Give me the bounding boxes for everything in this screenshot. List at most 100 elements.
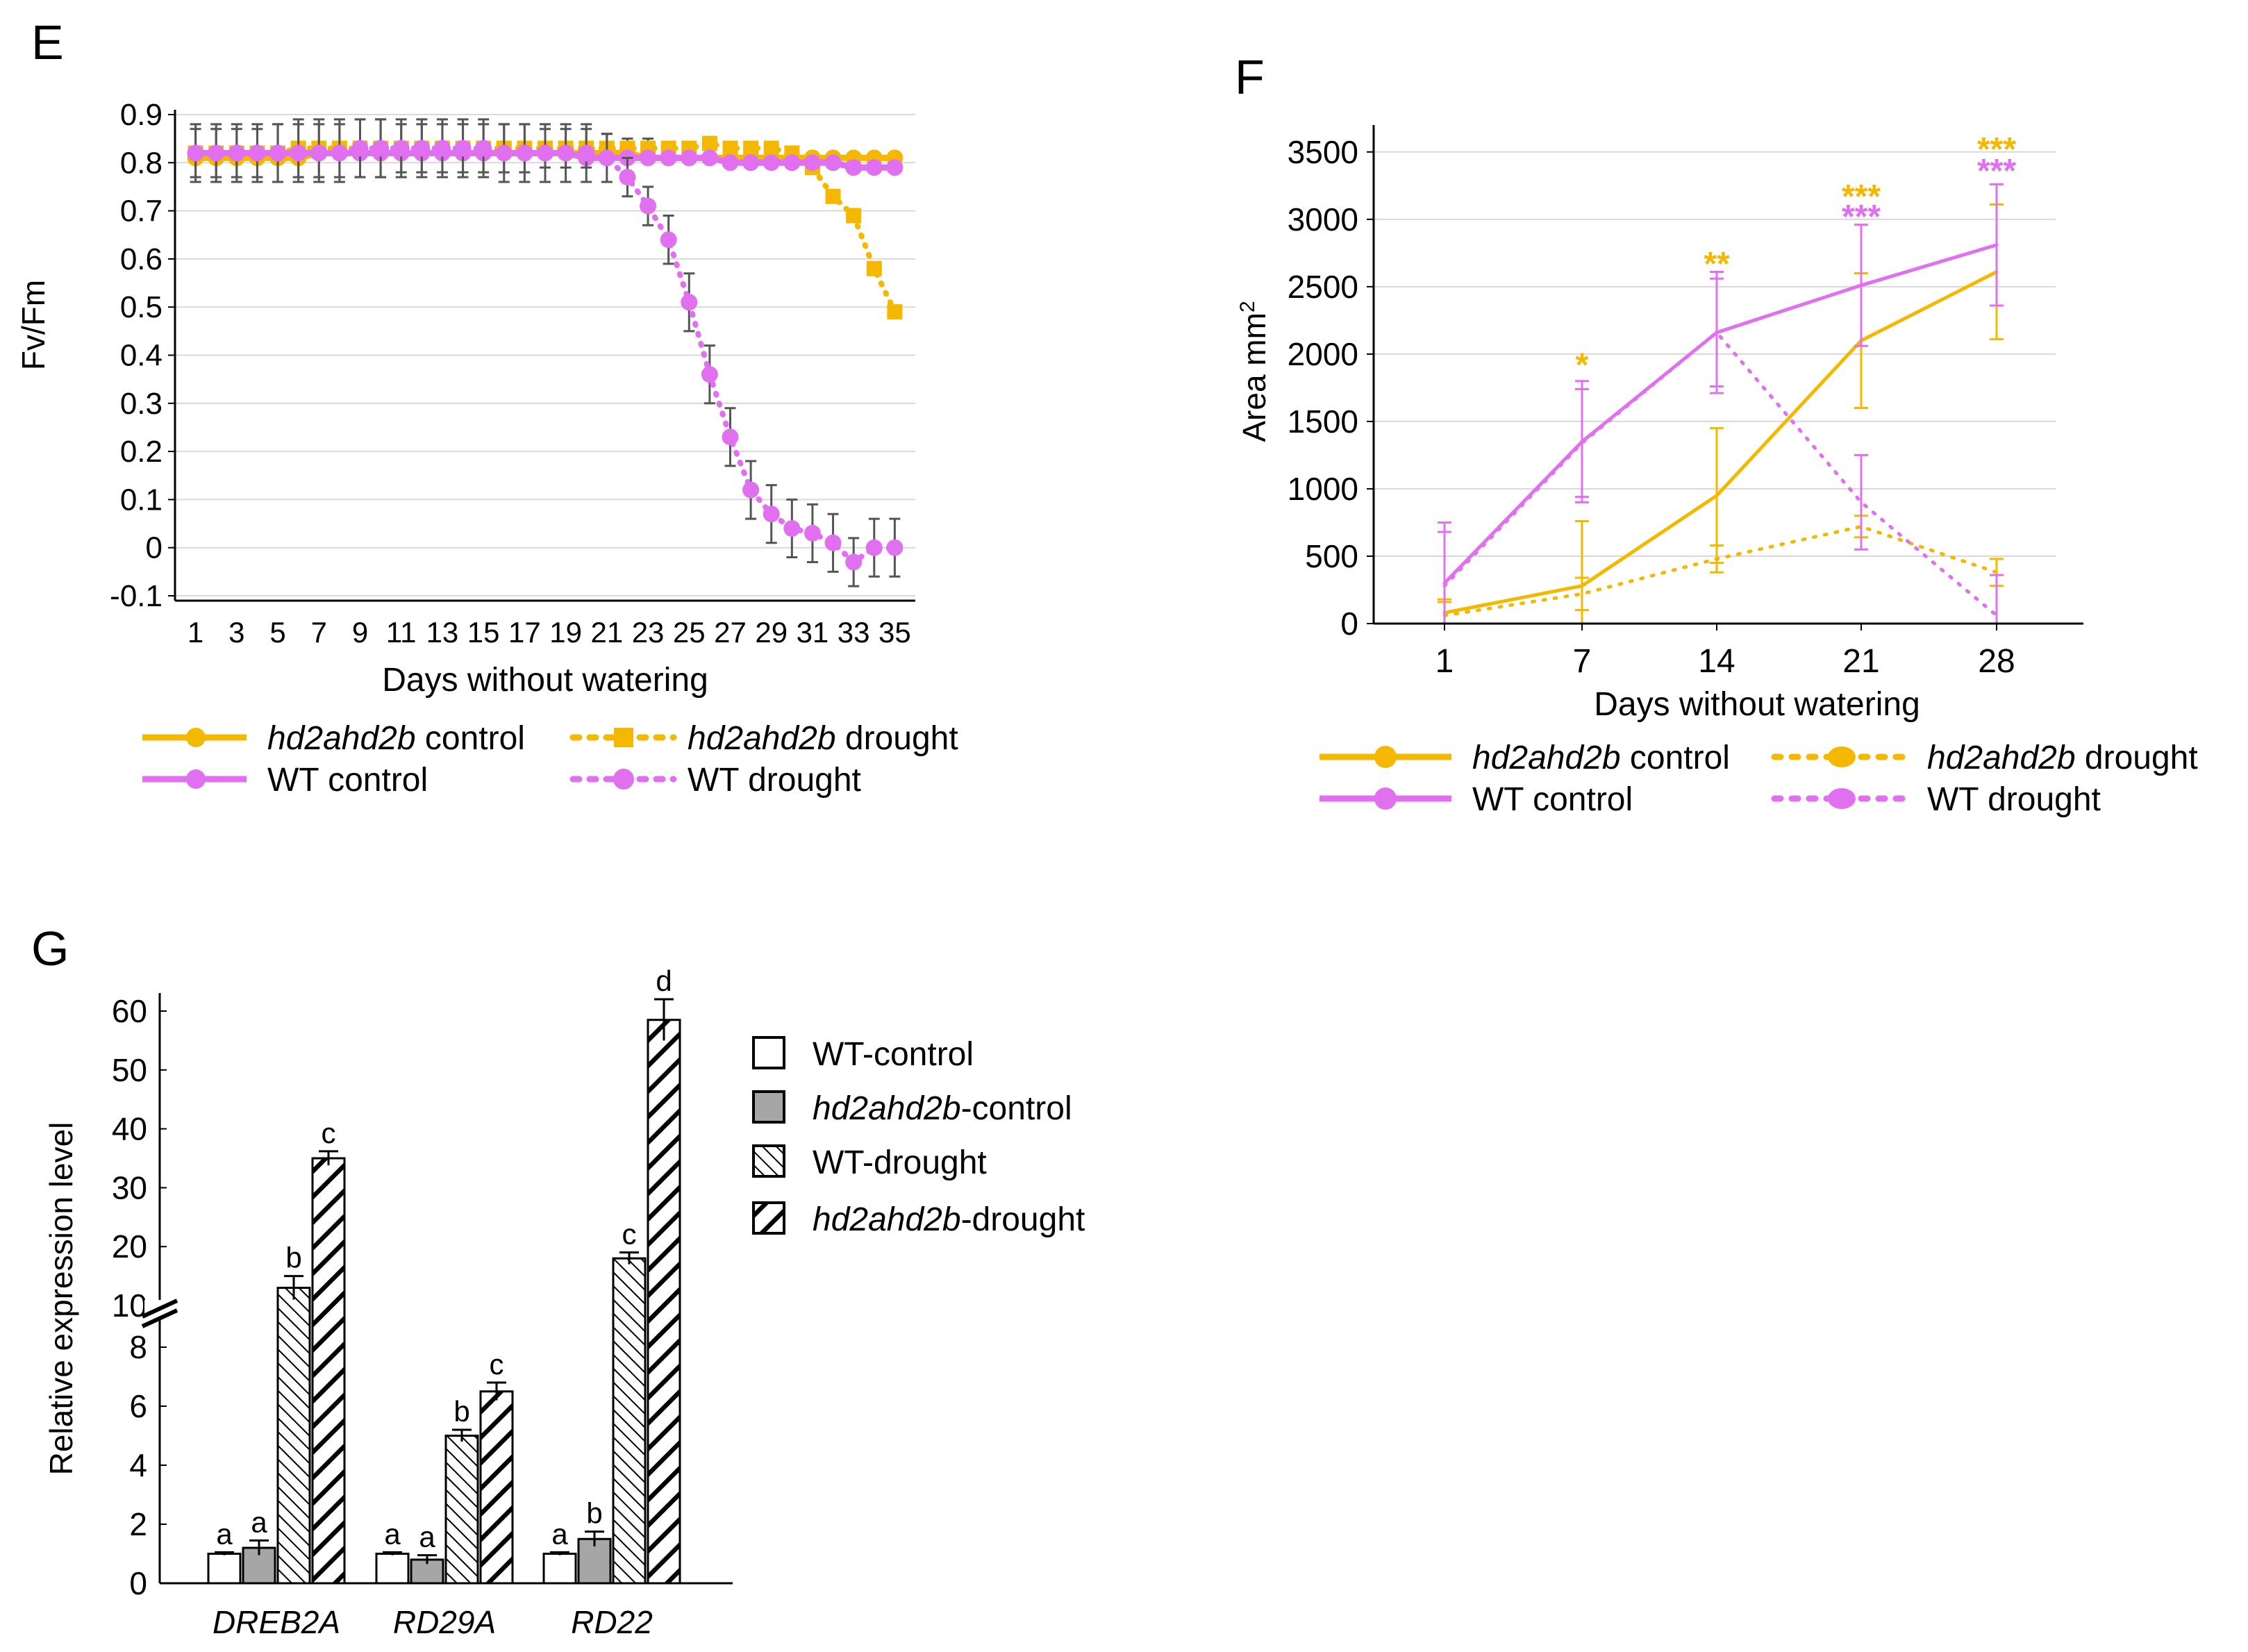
bar-wt-control: [542, 1553, 577, 1585]
y-tick-label-e: 0.8: [120, 146, 163, 180]
series-e-wt-drought: [187, 118, 904, 587]
data-point: [228, 144, 245, 162]
data-point: [640, 149, 657, 167]
x-tick-label-e: 23: [632, 616, 665, 649]
x-tick-label-e: 13: [426, 616, 459, 649]
bar-group-rd29a: a a bc: [375, 1348, 514, 1585]
data-point: [804, 154, 821, 172]
x-tick-label-e: 33: [838, 616, 870, 649]
data-point: [804, 524, 821, 542]
data-point: [310, 144, 328, 162]
panel-g-legend-item-wt-control: WT-control: [752, 1036, 974, 1073]
panel-e-x-axis-title: Days without watering: [382, 662, 708, 699]
data-point: [783, 519, 801, 537]
y-tick-label-f: 0: [1340, 606, 1358, 642]
panel-e-legend-item-hd2ahd2b-drought: hd2ahd2b drought: [569, 720, 958, 757]
significance-letter: c: [622, 1218, 637, 1251]
data-point: [825, 188, 841, 204]
significance-letter: a: [419, 1521, 435, 1553]
data-point: [742, 154, 760, 172]
data-point: [495, 144, 513, 162]
y-tick-label-g: 2: [129, 1506, 147, 1542]
x-tick-label-e: 21: [590, 616, 623, 649]
legend-g-hd2-drought-rest: -drought: [961, 1201, 1085, 1238]
panel-e-legend-item-hd2ahd2b-control: hd2ahd2b control: [142, 720, 525, 757]
significance-star: ***: [1977, 131, 2016, 168]
data-point: [886, 159, 904, 176]
y-tick-label-f: 1500: [1288, 403, 1358, 440]
y-tick-label-g: 40: [112, 1111, 147, 1147]
series-f-wt-drought: [1438, 277, 2004, 625]
data-point: [454, 140, 472, 157]
panel-e-gridlines: [168, 114, 915, 596]
data-point: [866, 260, 882, 276]
data-point: [660, 149, 677, 167]
panel-g-legend-item-hd2ahd2b-drought: hd2ahd2b-drought: [752, 1201, 1085, 1238]
data-point: [887, 304, 903, 320]
panel-e-series: [187, 118, 904, 587]
data-point: [598, 149, 615, 167]
data-point: [701, 366, 718, 383]
svg-text:hd2ahd2b control: hd2ahd2b control: [1472, 740, 1730, 776]
data-point: [290, 144, 307, 162]
significance-star: *: [1576, 347, 1589, 384]
y-tick-label-e: 0.9: [120, 98, 163, 132]
x-tick-label-f: 28: [1978, 643, 2015, 680]
panel-e-y-axis-title: Fv/Fm: [15, 280, 51, 370]
data-point: [187, 144, 204, 162]
significance-letter: a: [384, 1517, 401, 1550]
panel-g-label: G: [31, 921, 69, 976]
x-tick-label-e: 5: [269, 616, 285, 649]
x-tick-label-e: 3: [228, 616, 244, 649]
significance-letter: c: [322, 1117, 336, 1149]
legend-g-hd2-control-italic: hd2ahd2b: [813, 1090, 961, 1127]
panel-f-significance-stars: ***************: [1576, 131, 2017, 383]
x-tick-label-e: 29: [755, 616, 788, 649]
panel-g-legend: WT-control hd2ahd2b-control WT-drought h…: [752, 1036, 1085, 1238]
data-point: [372, 140, 390, 157]
legend-e-hd2-control-rest: control: [416, 720, 525, 757]
x-tick-label-e: 15: [467, 616, 500, 649]
data-point: [763, 140, 779, 156]
legend-f-wt-control-label: WT control: [1472, 781, 1633, 818]
bar-wt-control: [207, 1553, 242, 1585]
svg-text:hd2ahd2b drought: hd2ahd2b drought: [1927, 740, 2198, 776]
data-point: [475, 140, 492, 157]
bar-wt-drought: [276, 1287, 311, 1585]
y-tick-label-f: 1000: [1288, 471, 1358, 507]
legend-e-hd2-drought-rest: drought: [836, 720, 958, 757]
legend-e-hd2-control-italic: hd2ahd2b: [267, 720, 416, 757]
svg-text:hd2ahd2b-control: hd2ahd2b-control: [813, 1090, 1072, 1127]
data-point: [845, 159, 863, 176]
x-tick-label-e: 25: [673, 616, 706, 649]
data-point: [783, 154, 801, 172]
y-tick-label-f: 2000: [1288, 336, 1358, 372]
y-tick-label-e: -0.1: [110, 579, 163, 613]
panel-f-x-tick-labels: 1 7 14 21 28: [1435, 624, 2015, 680]
panel-f-series: [1438, 183, 2004, 625]
data-point: [433, 140, 451, 157]
series-f-hd2ahd2b-drought: [1438, 515, 2004, 625]
series-line: [1442, 270, 1999, 615]
data-point: [763, 506, 780, 523]
data-point: [516, 144, 533, 162]
panel-f-label: F: [1235, 50, 1265, 104]
panel-f-y-tick-labels: 0 500 1000 1500 2000 2500 3000 3500: [1288, 134, 1358, 642]
y-tick-label-e: 0.2: [120, 435, 163, 469]
series-line: [1442, 524, 1999, 617]
data-point: [640, 197, 657, 215]
bar-group-rd22: ab c d: [542, 965, 681, 1585]
panel-g-legend-item-hd2ahd2b-control: hd2ahd2b-control: [752, 1090, 1072, 1127]
legend-f-hd2-drought-italic: hd2ahd2b: [1927, 740, 2076, 776]
panel-f-gridlines: [1367, 151, 2056, 624]
x-tick-label-e: 35: [879, 616, 911, 649]
panel-f-y-title-sup: 2: [1236, 301, 1259, 312]
x-tick-label-e: 27: [714, 616, 747, 649]
panel-f-y-axis-title: Area mm2: [1236, 301, 1273, 442]
bar-wt-drought: [444, 1435, 479, 1585]
significance-letter: b: [285, 1242, 301, 1274]
